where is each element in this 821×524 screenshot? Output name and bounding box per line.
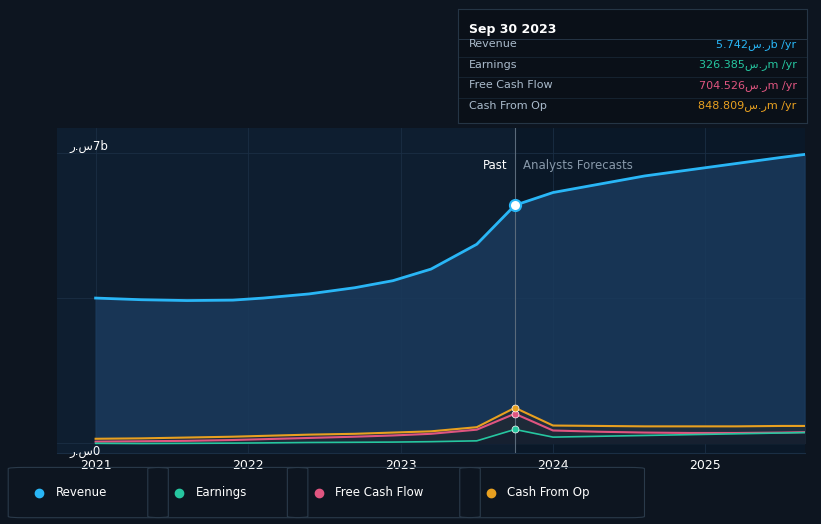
Text: 326.385س.رm /yr: 326.385س.رm /yr [699,59,796,70]
Text: Sep 30 2023: Sep 30 2023 [469,23,556,36]
Bar [515,128,805,453]
Text: ر.س0: ر.س0 [70,445,101,458]
Text: Earnings: Earnings [469,60,517,70]
Text: Free Cash Flow: Free Cash Flow [335,486,424,499]
Text: 848.809س.رm /yr: 848.809س.رm /yr [699,101,796,112]
Text: Past: Past [483,159,507,172]
Text: ر.س7b: ر.س7b [70,140,108,153]
Text: Revenue: Revenue [56,486,108,499]
Text: Analysts Forecasts: Analysts Forecasts [522,159,632,172]
Text: Revenue: Revenue [469,39,517,49]
Text: 5.742س.رb /yr: 5.742س.رb /yr [717,39,796,50]
Text: Cash From Op: Cash From Op [469,101,547,111]
Text: 704.526س.رm /yr: 704.526س.رm /yr [699,80,796,91]
Text: Free Cash Flow: Free Cash Flow [469,81,553,91]
Text: Earnings: Earnings [195,486,247,499]
Text: Cash From Op: Cash From Op [507,486,589,499]
